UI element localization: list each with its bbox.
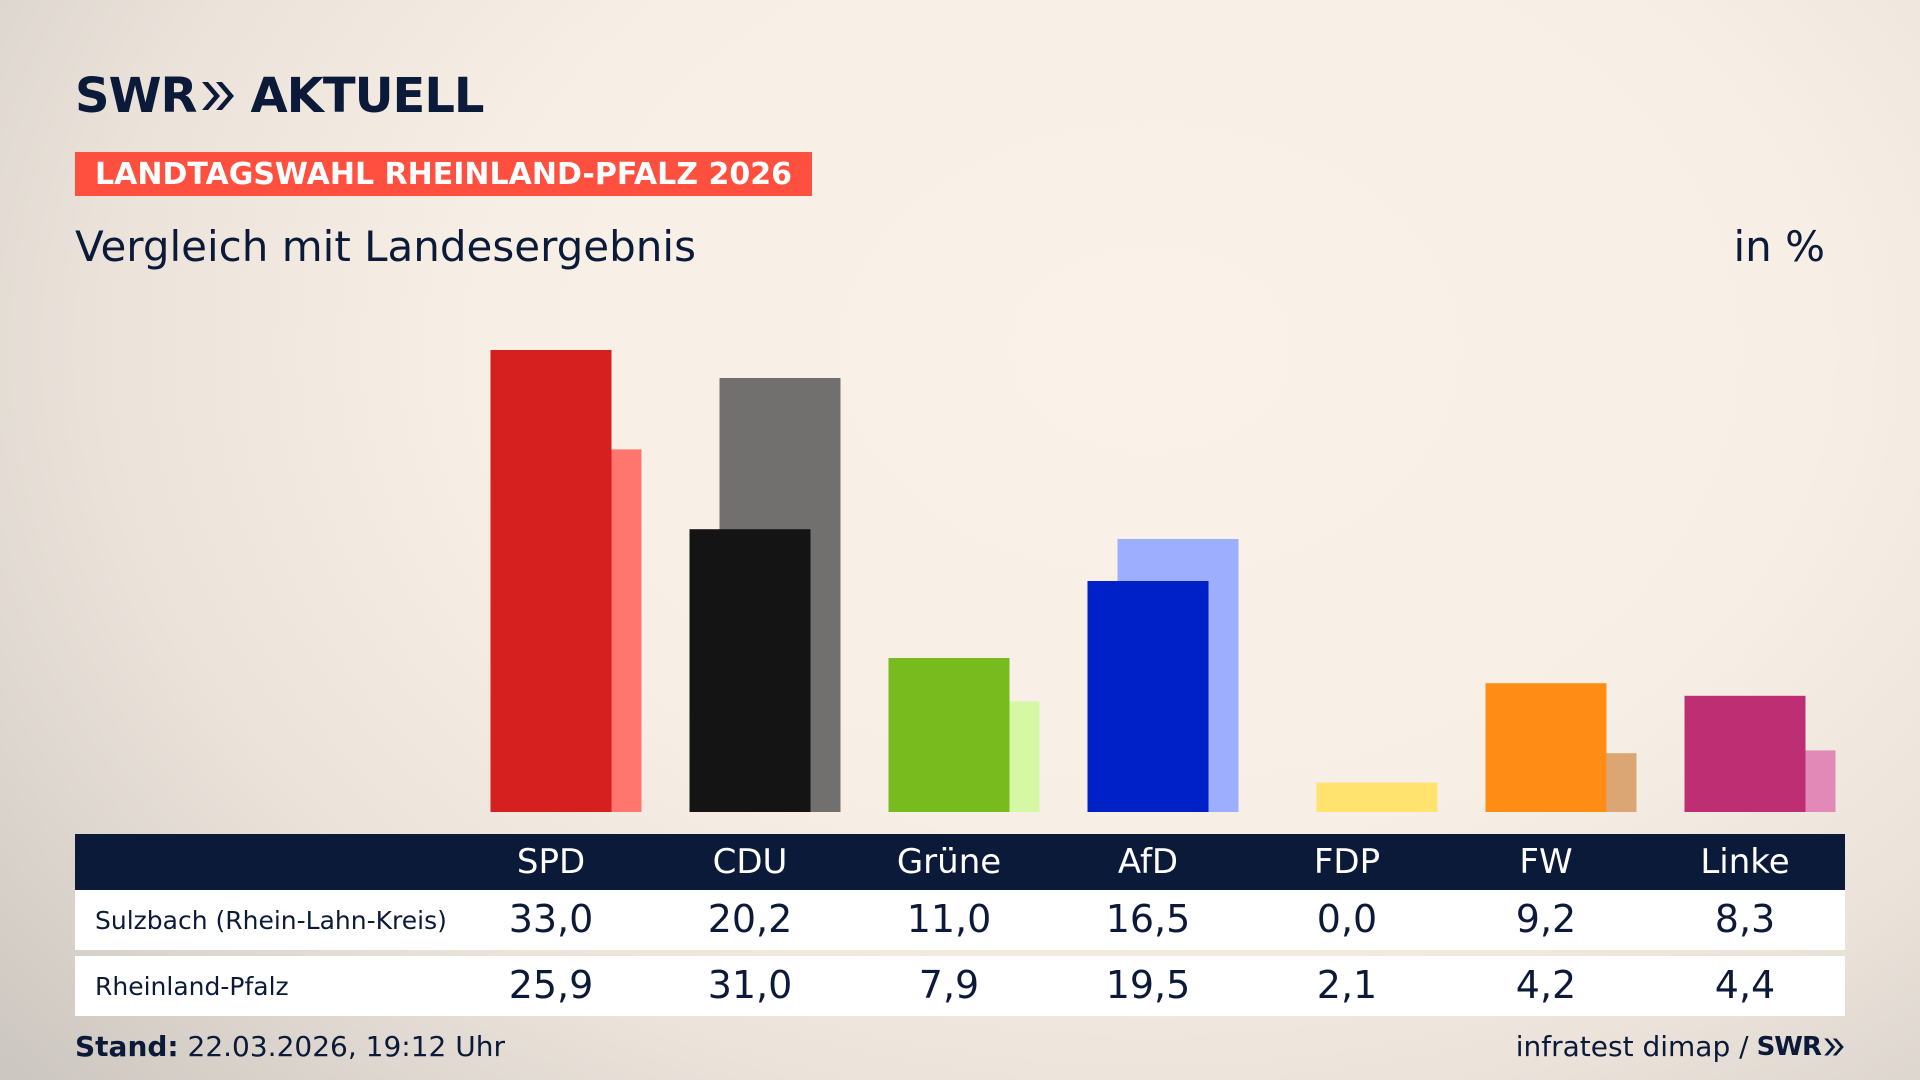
- local-value: 0,0: [1316, 897, 1378, 941]
- timestamp: Stand: 22.03.2026, 19:12 Uhr: [75, 1030, 505, 1063]
- unit-label: in %: [1733, 222, 1825, 271]
- source-brand: SWR: [1756, 1031, 1822, 1062]
- source-text: infratest dimap /: [1515, 1030, 1749, 1063]
- party-header: FDP: [1313, 842, 1381, 882]
- party-header: FW: [1519, 842, 1573, 882]
- bar-chart: [490, 350, 1836, 812]
- state-value: 19,5: [1105, 963, 1191, 1007]
- chart-subtitle: Vergleich mit Landesergebnis: [75, 222, 696, 271]
- state-value: 2,1: [1316, 963, 1378, 1007]
- local-value: 20,2: [707, 897, 793, 941]
- local-value: 9,2: [1515, 897, 1577, 941]
- bar-local-linke: [1684, 695, 1806, 812]
- source-credit: infratest dimap / SWR: [1516, 1030, 1845, 1063]
- local-value: 11,0: [906, 897, 992, 941]
- local-value: 8,3: [1714, 897, 1776, 941]
- bar-local-cdu: [689, 529, 811, 812]
- bar-local-fw: [1485, 683, 1607, 812]
- small-double-chevron-icon: [1824, 1037, 1844, 1056]
- bar-local-afd: [1087, 581, 1209, 812]
- party-header: SPD: [516, 842, 586, 882]
- state-value: 4,2: [1515, 963, 1577, 1007]
- results-table: SPD CDU Grüne AfD FDP FW Linke Sulzbach (Rhein…: [75, 834, 1845, 1016]
- table-row: Rheinland-Pfalz 25,9 31,0 7,9 19,5 2,1 4,2 4,4: [75, 956, 1845, 1016]
- bar-state-fdp: [1316, 782, 1438, 812]
- party-header: AfD: [1117, 842, 1179, 882]
- swr-aktuell-logo: SWR AKTUELL: [75, 68, 485, 124]
- stand-label: Stand:: [75, 1030, 179, 1063]
- party-header: Grüne: [896, 842, 1002, 882]
- party-header: Linke: [1700, 842, 1790, 882]
- state-value: 25,9: [508, 963, 594, 1007]
- double-chevron-icon: [202, 82, 235, 110]
- state-value: 7,9: [918, 963, 980, 1007]
- logo-swr-text: SWR: [75, 68, 197, 124]
- row-label-local: Sulzbach (Rhein-Lahn-Kreis): [95, 906, 447, 935]
- bar-local-spd: [490, 350, 612, 812]
- table-row: Sulzbach (Rhein-Lahn-Kreis) 33,0 20,2 11,0…: [75, 890, 1845, 950]
- election-badge: LANDTAGSWAHL RHEINLAND-PFALZ 2026: [75, 152, 812, 196]
- party-header: CDU: [712, 842, 788, 882]
- bar-local-gruene: [888, 658, 1010, 812]
- state-value: 31,0: [707, 963, 793, 1007]
- local-value: 16,5: [1105, 897, 1191, 941]
- state-value: 4,4: [1714, 963, 1776, 1007]
- stand-value: 22.03.2026, 19:12 Uhr: [178, 1030, 505, 1063]
- logo-aktuell-text: AKTUELL: [250, 68, 484, 124]
- row-label-state: Rheinland-Pfalz: [95, 972, 289, 1001]
- table-header: SPD CDU Grüne AfD FDP FW Linke: [75, 834, 1845, 890]
- local-value: 33,0: [508, 897, 594, 941]
